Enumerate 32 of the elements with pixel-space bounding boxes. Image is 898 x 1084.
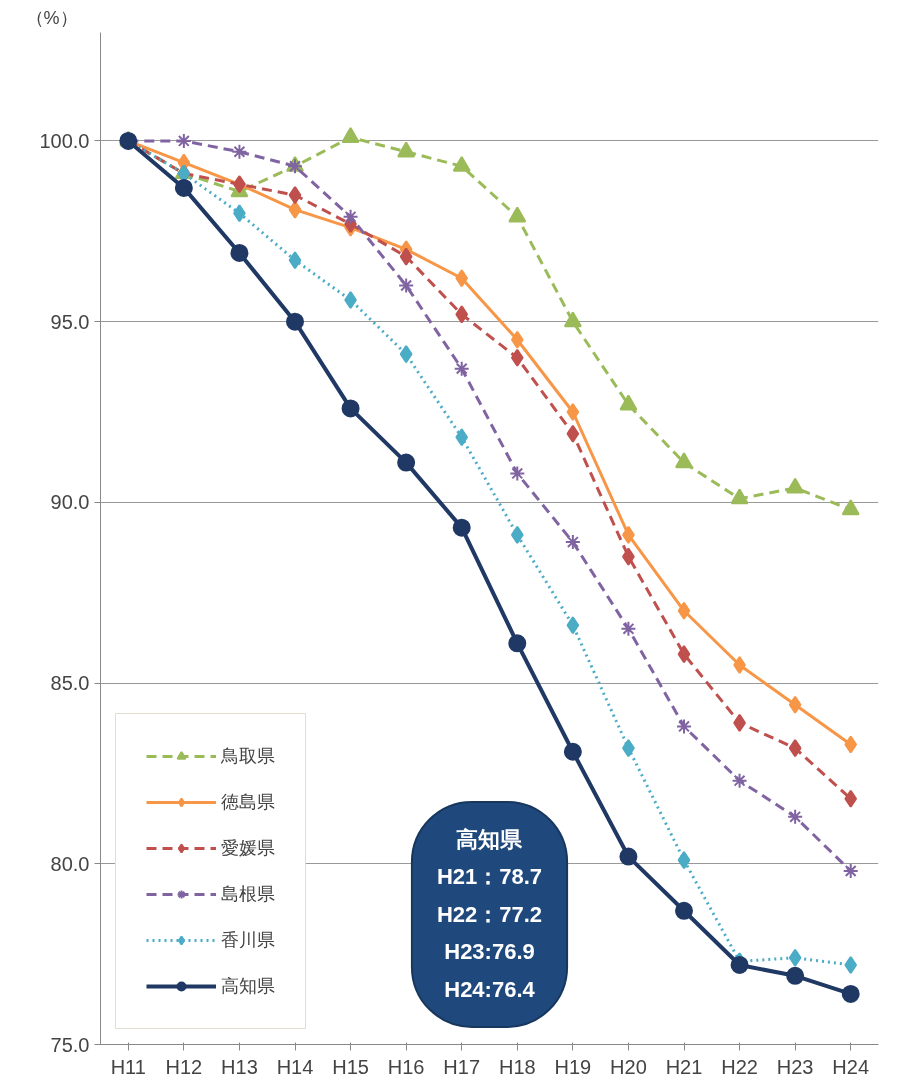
annotation: H24:76.4 [444,976,536,1002]
x-tick-label: H23 [776,1055,814,1078]
y-tick-label: 75.0 [50,1033,90,1056]
y-tick-label: 95.0 [50,310,90,333]
y-tick-label: 90.0 [50,491,90,514]
legend-label: 愛媛県 [221,837,275,860]
x-tick-label: H18 [498,1055,536,1078]
x-tick-label: H12 [165,1055,203,1078]
x-tick-label: H16 [387,1055,425,1078]
x-tick-label: H21 [665,1055,703,1078]
x-tick-label: H22 [721,1055,758,1078]
y-tick-label: 80.0 [50,852,90,875]
y-tick-label: 100.0 [39,129,90,152]
y-axis-title: （%） [25,7,78,28]
x-tick-label: H17 [443,1055,481,1078]
y-tick-label: 85.0 [50,672,90,695]
legend-label: 高知県 [221,975,275,998]
annotation: H22：77.2 [436,901,543,927]
x-tick-label: H15 [332,1055,369,1078]
x-tick-label: H13 [221,1055,258,1078]
annotation: 高知県 [456,826,524,852]
x-tick-label: H19 [554,1055,592,1078]
annotation: H23:76.9 [444,939,535,965]
x-tick-label: H20 [610,1055,647,1078]
legend-label: 島根県 [221,883,275,906]
legend-label: 徳島県 [221,791,275,814]
legend-label: 香川県 [221,929,275,952]
x-tick-label: H24 [832,1055,870,1078]
annotation: H21：78.7 [436,864,543,890]
x-tick-label: H14 [276,1055,314,1078]
x-tick-label: H11 [110,1055,146,1078]
legend-label: 鳥取県 [221,745,275,768]
